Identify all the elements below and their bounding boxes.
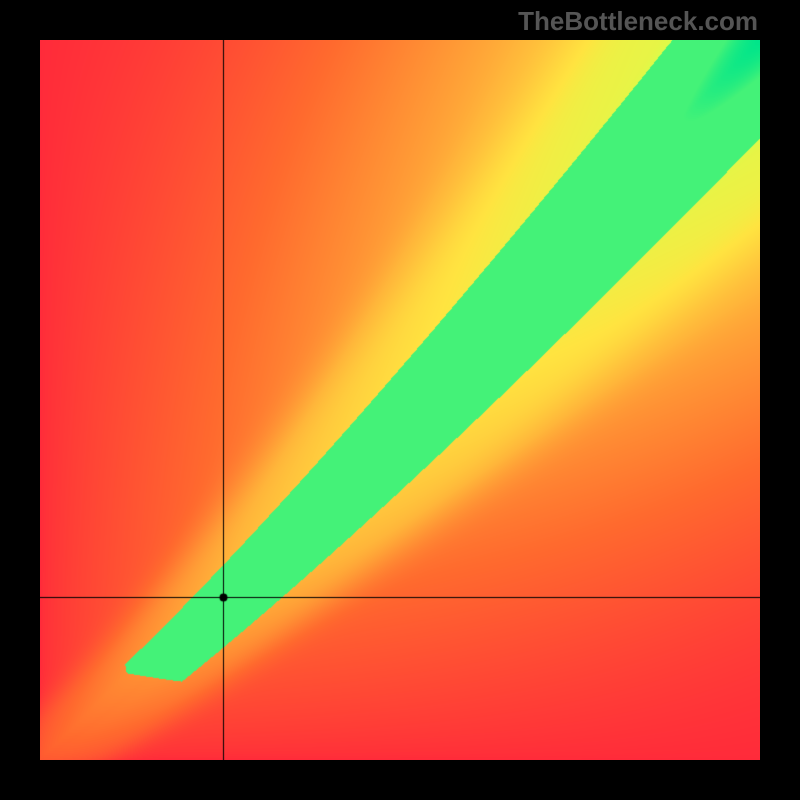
watermark-text: TheBottleneck.com (518, 6, 758, 37)
bottleneck-heatmap (40, 40, 760, 760)
